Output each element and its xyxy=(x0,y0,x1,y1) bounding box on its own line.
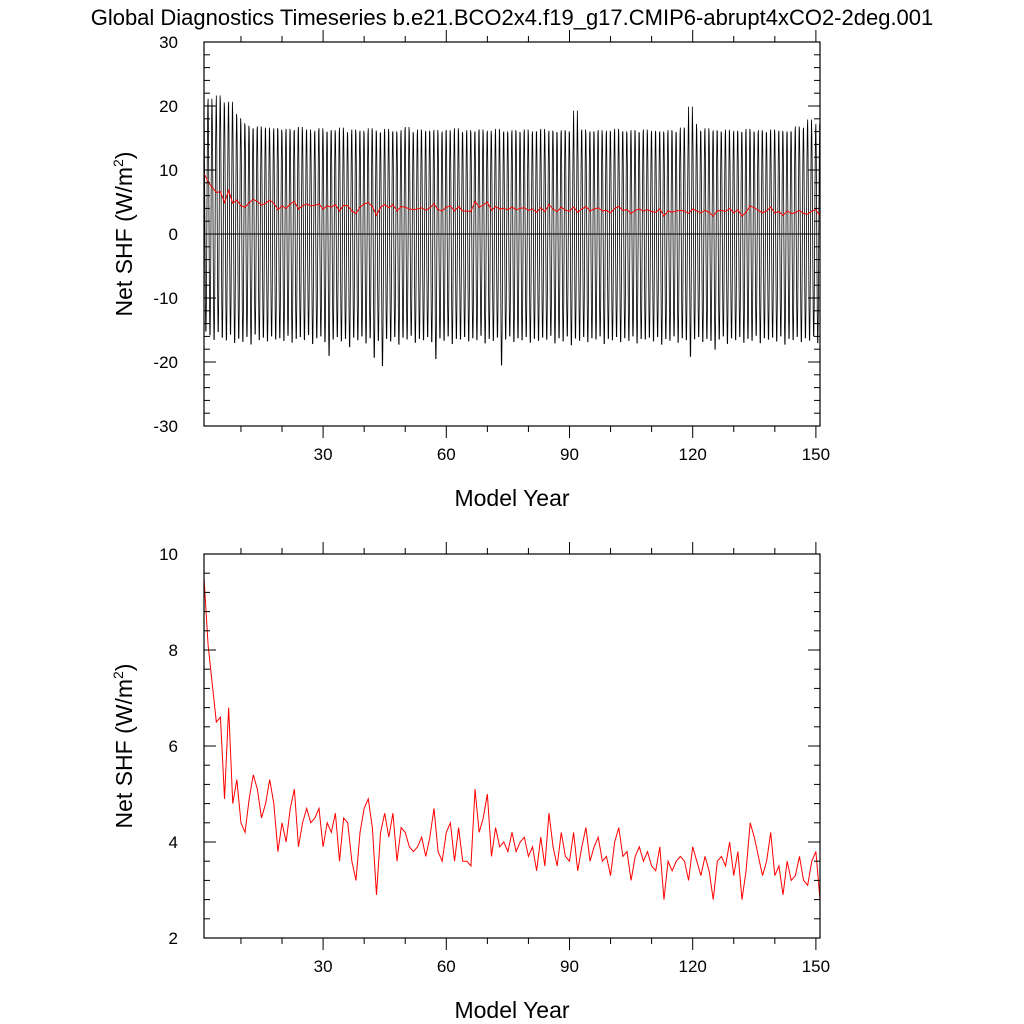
y-tick-label: 10 xyxy=(159,545,178,564)
y-tick-label: -20 xyxy=(153,353,178,372)
tick-labels-top: 30 60 90 120 150 -30 -20 -10 0 10 20 30 xyxy=(153,33,830,464)
x-tick-label: 150 xyxy=(802,445,830,464)
y-axis-label-text: Net SHF (W/m xyxy=(111,679,137,829)
x-tick-label: 120 xyxy=(679,957,707,976)
x-axis-label-bottom: Model Year xyxy=(454,997,569,1023)
ticks-bottom xyxy=(204,542,820,950)
y-tick-label: 4 xyxy=(169,833,178,852)
y-tick-label: 10 xyxy=(159,161,178,180)
x-tick-label: 60 xyxy=(437,445,456,464)
figure-title: Global Diagnostics Timeseries b.e21.BCO2… xyxy=(91,5,934,30)
y-axis-label-text: Net SHF (W/m xyxy=(111,167,137,317)
y-tick-label: -30 xyxy=(153,417,178,436)
y-tick-label: -10 xyxy=(153,289,178,308)
panel-bottom: 30 60 90 120 150 2 4 6 8 10 Model Year Net SHF (W… xyxy=(110,542,830,1023)
y-tick-label: 30 xyxy=(159,33,178,52)
x-tick-label: 120 xyxy=(679,445,707,464)
y-axis-label-close: ) xyxy=(111,152,137,160)
y-tick-label: 6 xyxy=(169,737,178,756)
y-tick-label: 8 xyxy=(169,641,178,660)
y-axis-label-superscript: 2 xyxy=(110,159,126,167)
x-tick-label: 30 xyxy=(314,957,333,976)
y-axis-label-bottom: Net SHF (W/m2) xyxy=(110,664,137,829)
plot-frame-bottom xyxy=(203,553,821,939)
x-tick-label: 60 xyxy=(437,957,456,976)
x-tick-label: 150 xyxy=(802,957,830,976)
tick-labels-bottom: 30 60 90 120 150 2 4 6 8 10 xyxy=(159,545,830,976)
y-axis-label-superscript: 2 xyxy=(110,671,126,679)
ticks-top xyxy=(204,30,820,438)
annual-mean-series-line xyxy=(203,577,821,900)
y-tick-label: 2 xyxy=(169,929,178,948)
x-tick-label: 90 xyxy=(560,445,579,464)
y-axis-label-top: Net SHF (W/m2) xyxy=(110,152,137,317)
x-tick-label: 90 xyxy=(560,957,579,976)
x-axis-label-top: Model Year xyxy=(454,485,569,511)
y-tick-label: 0 xyxy=(169,225,178,244)
annual-mean-series-line xyxy=(203,172,821,217)
monthly-series-line xyxy=(203,95,821,366)
y-tick-label: 20 xyxy=(159,97,178,116)
x-tick-label: 30 xyxy=(314,445,333,464)
y-axis-label-close: ) xyxy=(111,664,137,672)
